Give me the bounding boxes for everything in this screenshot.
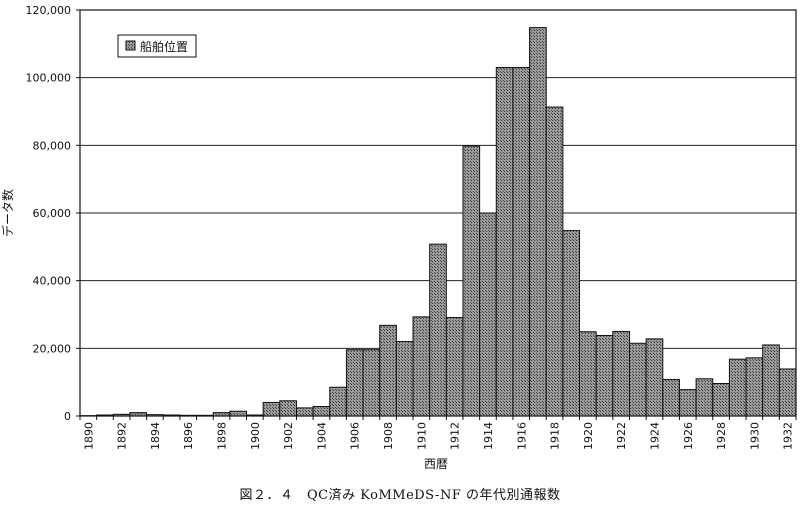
bar-1931 (762, 344, 780, 417)
x-tick-label: 1924 (649, 422, 662, 450)
x-tick-label: 1914 (482, 422, 495, 450)
x-tick-label: 1918 (549, 422, 562, 450)
bar-1932 (778, 368, 797, 417)
bar-1930 (745, 357, 764, 417)
y-tick-label: 20,000 (33, 342, 72, 355)
y-tick-label: 120,000 (26, 4, 72, 17)
x-tick-label: 1926 (682, 422, 695, 450)
bar-1917 (529, 27, 547, 417)
bar-1904 (312, 406, 331, 417)
bar-1908 (379, 324, 397, 417)
x-tick-label: 1892 (116, 422, 129, 450)
bar-1910 (412, 316, 431, 417)
bar-1921 (595, 334, 614, 417)
bar-1906 (345, 349, 364, 417)
x-tick-label: 1890 (82, 422, 95, 450)
bar-1909 (395, 341, 414, 417)
x-tick-label: 1930 (748, 422, 761, 450)
x-tick-label: 1922 (615, 422, 628, 450)
bar-1929 (728, 358, 747, 417)
bar-1899 (229, 410, 248, 417)
x-tick-label: 1928 (715, 422, 728, 450)
x-axis-label: 西暦 (424, 457, 448, 471)
bar-1912 (445, 317, 464, 417)
legend-box (117, 34, 197, 58)
y-tick-label: 60,000 (33, 207, 72, 220)
x-tick-label: 1894 (149, 422, 162, 450)
x-tick-label: 1902 (282, 422, 295, 450)
x-tick-label: 1906 (349, 422, 362, 450)
bar-1925 (662, 378, 680, 417)
x-tick-label: 1904 (315, 422, 328, 450)
y-axis-label: データ数 (0, 189, 15, 237)
legend-swatch (125, 40, 136, 51)
y-tick-label: 40,000 (33, 275, 72, 288)
bar-1915 (495, 67, 514, 417)
x-tick-label: 1908 (382, 422, 395, 450)
bar-1907 (362, 349, 381, 417)
bar-1901 (262, 401, 281, 417)
bar-1916 (512, 67, 531, 417)
bar-1903 (295, 407, 314, 417)
bar-1919 (562, 230, 581, 417)
y-tick-label: 100,000 (26, 72, 72, 85)
y-tick-label: 0 (64, 410, 71, 423)
x-tick-label: 1912 (449, 422, 462, 450)
bar-1926 (678, 389, 697, 417)
figure-caption: 図２．４ QC済み KoMMeDS-NF の年代別通報数 (239, 488, 561, 503)
bar-1927 (695, 378, 714, 417)
x-tick-label: 1898 (216, 422, 229, 450)
x-tick-labels: 1890 1892 1894 1896 1898 1900 1902 1904 1906 1908… (79, 416, 797, 450)
bar-1918 (545, 106, 564, 417)
legend-label: 船舶位置 (140, 39, 188, 54)
bar-1911 (429, 243, 447, 417)
x-tick-label: 1916 (515, 422, 528, 450)
bar-1928 (712, 383, 730, 417)
bar-1914 (479, 212, 497, 417)
bar-1920 (579, 331, 597, 417)
x-tick-label: 1920 (582, 422, 595, 450)
legend: 船舶位置 (117, 34, 197, 58)
bar-1913 (462, 145, 481, 417)
bars (79, 27, 797, 417)
x-tick-label: 1896 (182, 422, 195, 450)
bar-1924 (645, 338, 664, 417)
bar-1902 (279, 400, 297, 417)
x-tick-label: 1910 (415, 422, 428, 450)
x-tick-label: 1932 (782, 422, 795, 450)
y-tick-label: 80,000 (33, 139, 72, 152)
bar-1922 (612, 330, 630, 417)
y-tick-labels: 0 20,000 40,000 60,000 80,000 100,000 120,000 (26, 4, 80, 423)
bar-1905 (329, 386, 347, 417)
x-tick-label: 1900 (249, 422, 262, 450)
bar-1923 (628, 342, 647, 417)
